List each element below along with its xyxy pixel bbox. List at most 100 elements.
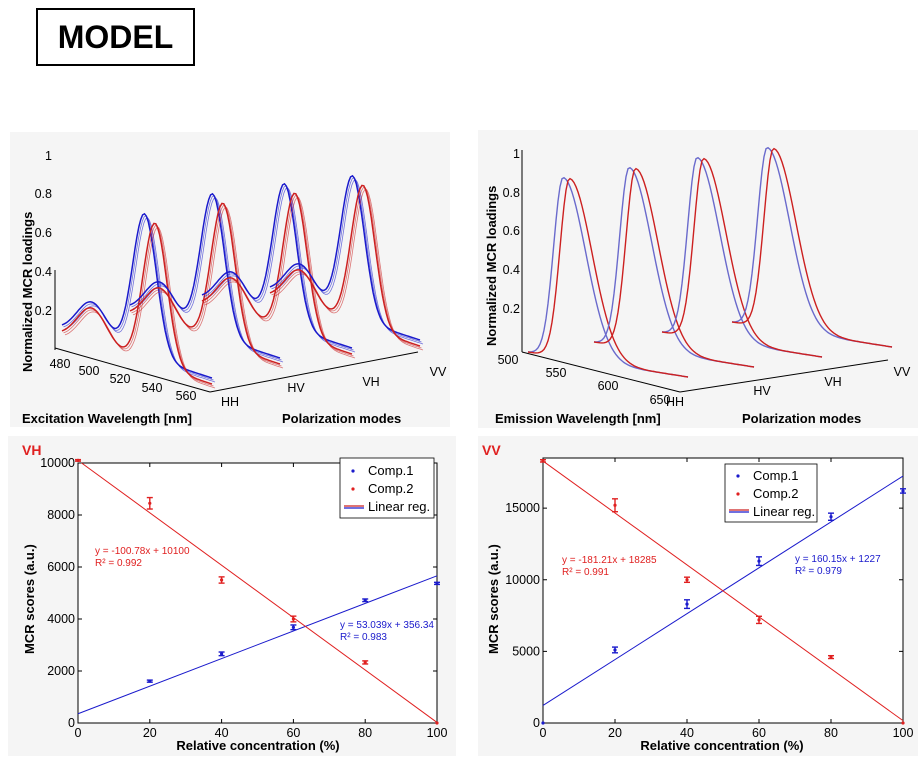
z-axis-title: Polarization modes [282,411,401,426]
x-tick-label: 520 [110,372,131,386]
y-tick-label: 2000 [47,664,75,678]
data-point [829,655,833,659]
equation-comp2: y = -181.21x + 18285 [562,555,657,566]
vh-scores-chart: VH 0 20 40 60 80 100 0 2000 4000 6000 8000 10000 Com… [8,436,456,756]
data-point [685,602,689,606]
y-axis-title: MCR scores (a.u.) [22,544,37,654]
y-tick-label: 0 [533,716,540,730]
x-axis-title: Relative concentration (%) [176,738,339,753]
legend-marker-comp1 [351,469,355,473]
z-tick-label: HH [666,395,684,409]
equation-comp1: y = 160.15x + 1227 [795,554,881,565]
x-tick-label: 80 [358,726,372,740]
x-tick-label: 80 [824,726,838,740]
equation-comp1: y = 53.039x + 356.34 [340,620,434,631]
data-point [757,618,761,622]
z-tick-label: HV [753,384,771,398]
y-tick-label: 1 [45,149,52,163]
legend-label: Linear reg. [368,499,430,514]
x-tick-label: 60 [286,726,300,740]
x-tick-label: 40 [215,726,229,740]
equation-comp2: y = -100.78x + 10100 [95,546,190,557]
legend-label: Comp.1 [368,463,414,478]
legend-marker-comp1 [736,474,740,478]
x-tick-label: 20 [143,726,157,740]
y-tick-label: 6000 [47,560,75,574]
data-point [76,458,80,462]
y-tick-label: 0.2 [503,302,520,316]
z-tick-label: VH [362,375,379,389]
x-tick-label: 100 [893,726,914,740]
data-point [220,578,224,582]
regression-line [542,460,904,722]
y-tick-label: 0.8 [503,186,520,200]
y-tick-label: 15000 [505,501,540,515]
z-axis-title: Polarization modes [742,411,861,426]
x-tick-label: 560 [176,389,197,403]
data-point [363,598,367,602]
loading-curve [204,187,356,353]
data-point [829,515,833,519]
data-point [148,679,152,683]
data-point [613,503,617,507]
x-axis-title: Excitation Wavelength [nm] [22,411,192,426]
loading-curve [64,217,216,383]
x-tick-label: 600 [598,379,619,393]
loading-curve [272,179,424,345]
x-tick-label: 0 [540,726,547,740]
data-point [291,617,295,621]
y-tick-label: 1 [513,147,520,161]
data-point [148,501,152,505]
z-axis-line [679,359,889,393]
z-tick-label: VV [430,365,447,379]
y-tick-label: 5000 [512,644,540,658]
z-tick-label: HV [287,381,305,395]
y-axis-title: Normalized MCR loadings [20,212,35,372]
loading-curve [64,227,216,389]
loading-curve [204,197,356,359]
y-tick-label: 4000 [47,612,75,626]
model-title: MODEL [36,8,195,66]
x-tick-label: 500 [79,364,100,378]
legend-marker-comp2 [351,487,355,491]
loading-curve [203,185,354,351]
loading-curve [201,182,353,349]
x-axis-line [521,351,681,393]
loading-curve [269,174,421,341]
x-tick-label: 500 [498,353,519,367]
data-point [291,625,295,629]
data-point [757,559,761,563]
excitation-loadings-chart: 1 0.8 0.6 0.4 0.2 480 500 520 540 560 HH HV VH VV Nor… [10,132,450,427]
panel-label: VV [482,442,501,458]
loading-curve [129,192,281,359]
x-tick-label: 40 [680,726,694,740]
y-tick-label: 0.4 [35,265,52,279]
r2-comp2: R² = 0.991 [562,567,609,578]
legend-label: Comp.2 [753,486,799,501]
y-tick-label: 0.6 [503,224,520,238]
loading-curve [593,167,755,368]
data-point [435,721,439,725]
loading-curve [731,147,893,348]
data-point [541,721,545,725]
loading-curve [661,157,823,358]
r2-comp1: R² = 0.983 [340,632,387,643]
data-point [435,581,439,585]
y-tick-label: 0.4 [503,263,520,277]
data-point [685,578,689,582]
x-tick-label: 550 [546,366,567,380]
data-point [613,648,617,652]
panel-label: VH [22,442,41,458]
x-tick-label: 60 [752,726,766,740]
plot-background [478,130,918,428]
legend-label: Comp.1 [753,468,799,483]
y-tick-label: 8000 [47,508,75,522]
data-point [901,489,905,493]
plot-background [10,132,450,427]
data-point [541,459,545,463]
legend-label: Comp.2 [368,481,414,496]
x-axis-title: Emission Wavelength [nm] [495,411,661,426]
x-tick-label: 650 [650,393,671,407]
data-point [220,652,224,656]
